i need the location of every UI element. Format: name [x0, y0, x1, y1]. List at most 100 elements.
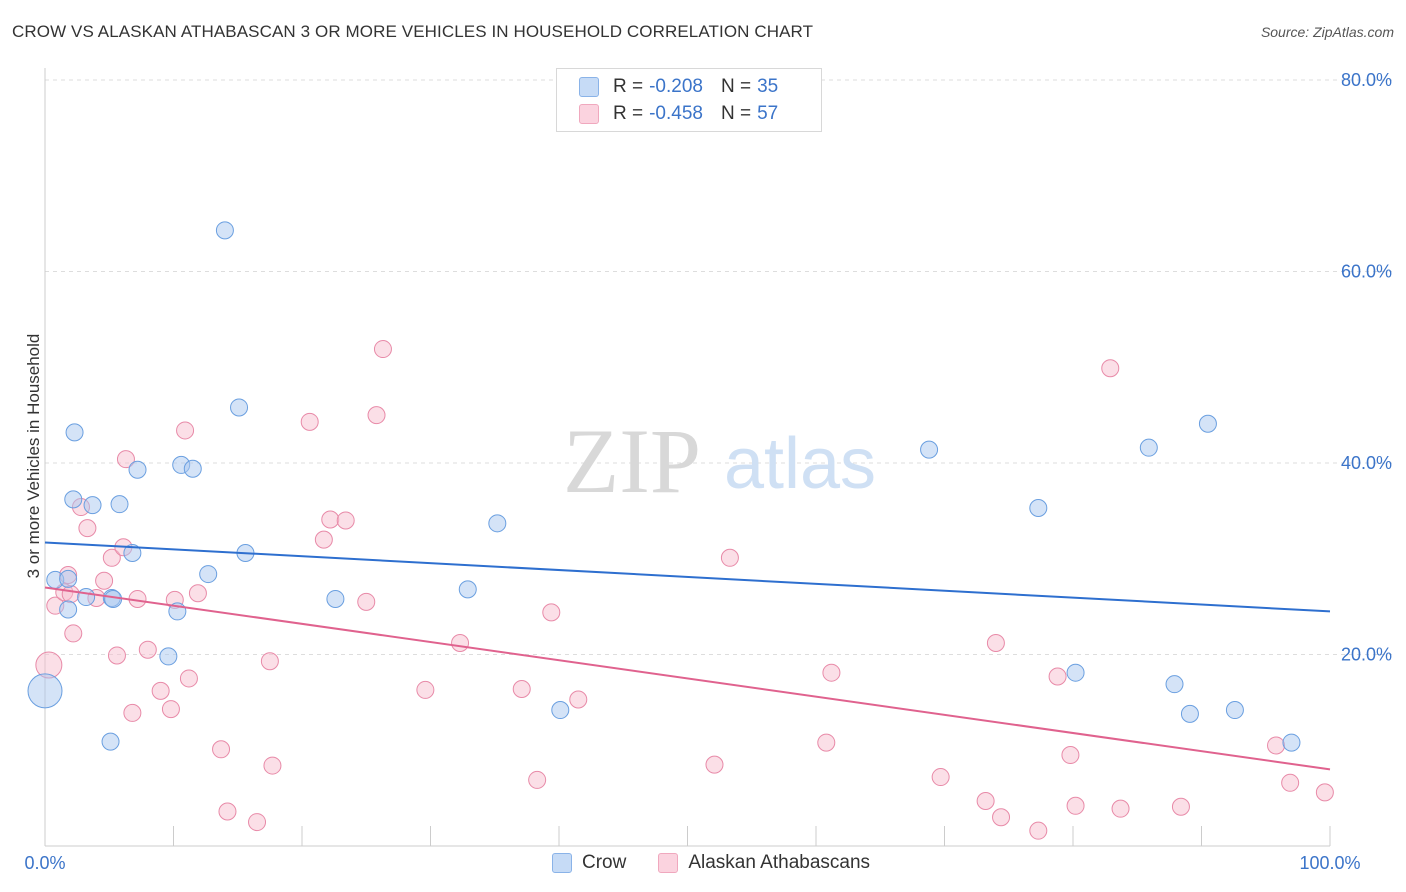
legend-r-label: R =: [613, 103, 644, 124]
crow-point: [1282, 733, 1301, 752]
athabascan-point: [95, 571, 114, 590]
crow-point: [101, 732, 120, 751]
chart-title: CROW VS ALASKAN ATHABASCAN 3 OR MORE VEH…: [12, 22, 814, 41]
athabascan-point: [373, 340, 392, 359]
crow-point: [159, 647, 178, 666]
watermark-atlas: atlas: [724, 424, 876, 504]
series-legend: Crow Alaskan Athabascans: [552, 852, 902, 874]
athabascan-point: [451, 634, 470, 653]
athabascan-point: [822, 663, 841, 682]
athabascan-point: [116, 450, 135, 469]
crow-trend-line: [44, 541, 1331, 613]
athabascan-point: [1066, 796, 1085, 815]
crow-point: [64, 490, 83, 509]
trend-lines: [44, 541, 1331, 771]
athabascan-point: [1048, 667, 1067, 686]
athabascan-point: [336, 511, 355, 530]
athabascan-point: [1061, 746, 1080, 765]
athabascan-point: [705, 755, 724, 774]
athabascan-point: [179, 669, 198, 688]
athabascan-point: [260, 652, 279, 671]
legend-r-value: -0.458: [649, 103, 703, 124]
athabascan-point: [248, 813, 267, 832]
athabascan-point: [212, 740, 231, 759]
crow-point: [1198, 414, 1217, 433]
crow-point: [1165, 675, 1184, 694]
athabascan-point: [188, 584, 207, 603]
athabascan-point: [176, 421, 195, 440]
crow-point: [1029, 499, 1048, 518]
axes: [44, 68, 1331, 847]
athabascan-point: [569, 690, 588, 709]
series-swatch-crow: [552, 853, 572, 873]
y-tick-label: 60.0%: [1341, 262, 1392, 282]
athabascan-point: [1315, 783, 1334, 802]
legend-n-label: N =: [720, 76, 752, 97]
athabascan-point: [992, 808, 1011, 827]
athabascan-point: [512, 679, 531, 698]
athabascan-point: [817, 733, 836, 752]
legend-r-value: -0.208: [649, 76, 703, 97]
crow-point: [59, 600, 78, 619]
crow-point: [920, 440, 939, 459]
athabascan-trend-line: [44, 586, 1331, 771]
grid-lines: [45, 79, 1392, 655]
athabascan-point: [528, 770, 547, 789]
crow-point: [488, 514, 507, 533]
crow-point: [199, 565, 218, 584]
athabascan-point: [138, 640, 157, 659]
x-tick-label: 0.0%: [24, 853, 65, 873]
crow-point: [551, 701, 570, 720]
data-points: [27, 221, 1334, 840]
crow-point: [1225, 701, 1244, 720]
crow-point: [1139, 438, 1158, 457]
athabascan-point: [123, 703, 142, 722]
y-tick-label: 20.0%: [1341, 645, 1392, 665]
athabascan-point: [416, 680, 435, 699]
crow-point: [65, 423, 84, 442]
athabascan-point: [102, 548, 121, 567]
athabascan-point: [78, 519, 97, 538]
legend-row-crow: R = -0.208 N = 35: [579, 75, 778, 99]
x-tick-label: 100.0%: [1299, 853, 1360, 873]
crow-point: [128, 460, 147, 479]
series-legend-crow: Crow: [552, 852, 626, 874]
athabascan-point: [61, 585, 80, 604]
athabascan-point: [151, 681, 170, 700]
athabascan-point: [1171, 797, 1190, 816]
series-swatch-athabascan: [658, 853, 679, 873]
y-tick-label: 80.0%: [1341, 70, 1392, 90]
athabascan-point: [1029, 821, 1048, 840]
legend-n-value: 35: [757, 76, 779, 97]
crow-point: [1066, 663, 1085, 682]
athabascan-point: [1281, 773, 1300, 792]
athabascan-point: [107, 646, 126, 665]
athabascan-point: [542, 603, 561, 622]
y-axis-label: 3 or more Vehicles in Household: [24, 333, 43, 579]
watermark-zip: ZIP: [563, 410, 701, 512]
crow-point: [110, 495, 129, 514]
athabascan-point: [300, 412, 319, 431]
crow-point: [1180, 704, 1199, 723]
athabascan-point: [986, 634, 1005, 653]
athabascan-point: [218, 802, 237, 821]
athabascan-point: [64, 624, 83, 643]
crow-point: [83, 496, 102, 515]
correlation-legend: R = -0.208 N = 35 R = -0.458 N = 57: [556, 68, 822, 132]
crow-point: [59, 569, 78, 588]
athabascan-point: [367, 406, 386, 425]
y-tick-label: 40.0%: [1341, 453, 1392, 473]
crow-point: [27, 673, 63, 709]
crow-point: [77, 588, 96, 607]
athabascan-point: [1101, 359, 1120, 378]
athabascan-point: [720, 548, 739, 567]
athabascan-point: [1267, 736, 1286, 755]
legend-swatch-athabascan: [579, 104, 599, 124]
legend-row-athabascan: R = -0.458 N = 57: [579, 102, 778, 126]
series-label-crow: Crow: [582, 852, 627, 873]
athabascan-point: [263, 756, 282, 775]
legend-swatch-crow: [579, 77, 599, 97]
series-label-athabascan: Alaskan Athabascans: [688, 852, 871, 873]
series-legend-athabascan: Alaskan Athabascans: [658, 852, 870, 874]
